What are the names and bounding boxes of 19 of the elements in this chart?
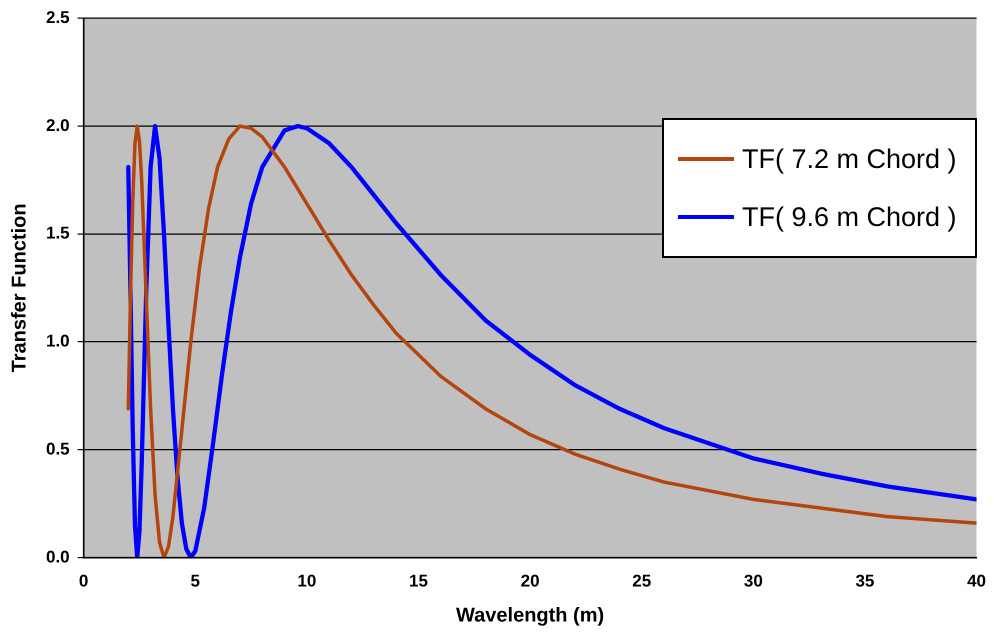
x-tick-label: 30: [744, 571, 763, 590]
legend-label: TF( 7.2 m Chord ): [742, 144, 957, 175]
legend-label: TF( 9.6 m Chord ): [742, 202, 957, 233]
y-tick-label: 1.5: [46, 224, 70, 243]
x-tick-label: 20: [520, 571, 540, 590]
x-axis-title: Wavelength (m): [456, 604, 604, 627]
y-tick-label: 0.0: [46, 547, 70, 566]
y-tick-label: 1.0: [46, 332, 70, 351]
y-tick-label: 0.5: [46, 439, 70, 458]
x-tick-label: 15: [409, 571, 428, 590]
x-tick-label: 25: [632, 571, 652, 590]
x-tick-label: 0: [78, 571, 88, 590]
y-tick-label: 2.5: [46, 8, 70, 27]
x-tick-label: 5: [190, 571, 200, 590]
y-axis-title: Transfer Function: [8, 203, 31, 372]
y-tick-label: 2.0: [46, 116, 70, 135]
x-tick-label: 10: [297, 571, 316, 590]
x-tick-label: 40: [967, 571, 986, 590]
x-tick-label: 35: [855, 571, 874, 590]
